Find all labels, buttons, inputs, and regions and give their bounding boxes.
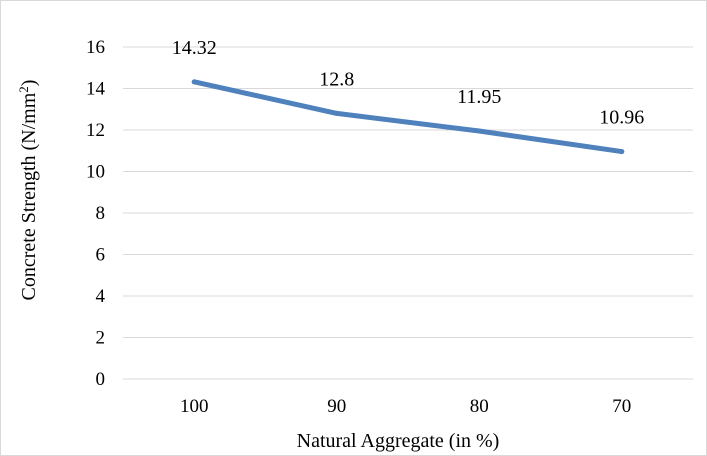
x-tick-label-90: 90 [327, 396, 346, 417]
y-tick-label-4: 4 [96, 286, 106, 307]
data-label-80: 11.95 [457, 86, 501, 108]
y-tick-label-0: 0 [96, 369, 106, 390]
data-point-70 [619, 149, 625, 155]
x-tick-label-70: 70 [612, 396, 631, 417]
y-tick-label-12: 12 [86, 120, 105, 141]
gridlines [123, 46, 693, 380]
y-tick-label-2: 2 [96, 328, 106, 349]
y-axis-title-main: Concrete Strength (N/mm [18, 92, 40, 300]
series-line-0 [191, 79, 625, 155]
y-tick-label-8: 8 [96, 203, 106, 224]
y-axis-title: Concrete Strength (N/mm2) [16, 80, 41, 301]
y-tick-label-16: 16 [86, 37, 105, 58]
data-point-100 [191, 79, 197, 85]
series-group [191, 79, 625, 155]
y-tick-label-6: 6 [96, 245, 106, 266]
data-point-80 [476, 128, 482, 134]
y-axis-title-close: ) [18, 80, 40, 87]
data-label-90: 12.8 [319, 68, 354, 90]
y-tick-label-10: 10 [86, 162, 105, 183]
data-label-70: 10.96 [599, 107, 644, 129]
y-axis-ticks: 0 2 4 6 8 10 12 14 16 [86, 37, 106, 390]
x-axis-title: Natural Aggregate (in %) [297, 430, 500, 452]
x-tick-label-80: 80 [470, 396, 489, 417]
x-axis-ticks: 100 90 80 70 [180, 396, 631, 417]
data-label-100: 14.32 [172, 37, 217, 59]
data-point-90 [334, 110, 340, 116]
y-axis-title-sup: 2 [16, 86, 31, 93]
y-tick-label-14: 14 [86, 79, 106, 100]
x-tick-label-100: 100 [180, 396, 209, 417]
data-labels-group: 14.32 12.8 11.95 10.96 [172, 37, 645, 129]
